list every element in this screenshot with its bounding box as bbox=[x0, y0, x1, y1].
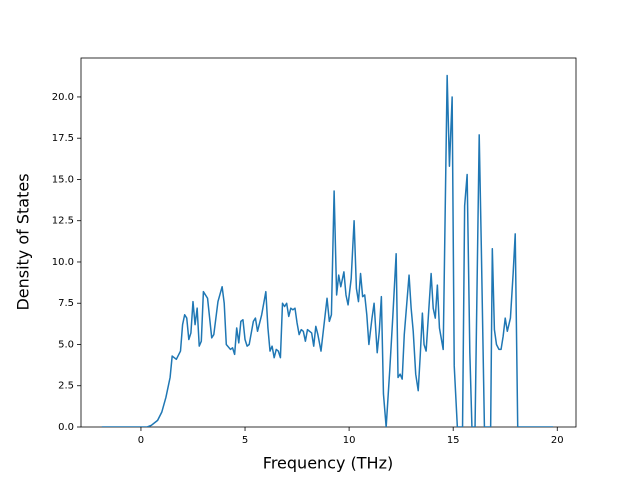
y-axis-label: Density of States bbox=[14, 173, 33, 310]
y-tick-label: 15.0 bbox=[52, 174, 74, 185]
y-tick-label: 10.0 bbox=[52, 257, 74, 268]
data-line bbox=[101, 74, 554, 427]
x-tick-label: 0 bbox=[138, 435, 144, 446]
y-tick-label: 7.5 bbox=[58, 298, 74, 309]
x-tick-label: 10 bbox=[343, 435, 356, 446]
x-tick-label: 20 bbox=[551, 435, 564, 446]
y-tick-label: 0.0 bbox=[58, 422, 74, 433]
x-tick-label: 15 bbox=[447, 435, 460, 446]
y-tick-label: 2.5 bbox=[58, 381, 74, 392]
y-tick-label: 17.5 bbox=[52, 133, 74, 144]
x-tick-label: 5 bbox=[242, 435, 248, 446]
y-tick-label: 20.0 bbox=[52, 92, 74, 103]
plot-frame bbox=[80, 57, 577, 428]
x-axis-label: Frequency (THz) bbox=[263, 454, 393, 473]
y-tick-label: 5.0 bbox=[58, 339, 74, 350]
y-tick-label: 12.5 bbox=[52, 216, 74, 227]
